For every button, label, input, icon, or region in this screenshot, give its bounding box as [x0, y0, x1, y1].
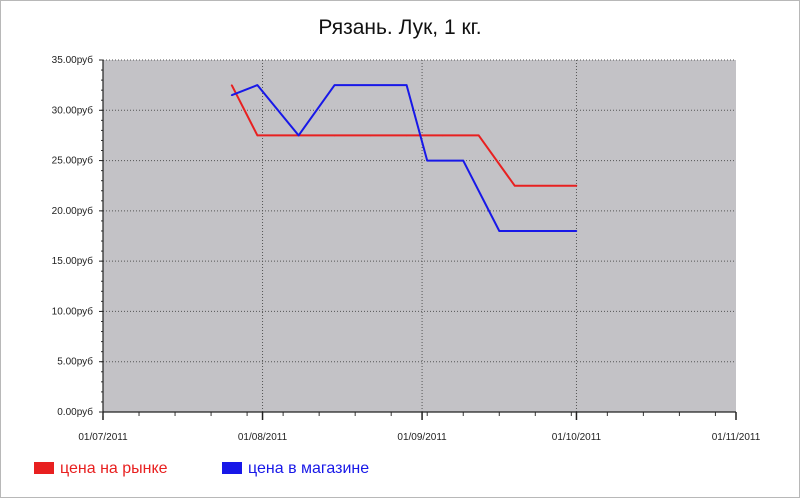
y-tick-label: 5.00руб: [57, 356, 93, 368]
y-tick-label: 15.00руб: [52, 255, 94, 267]
x-tick-label: 01/11/2011: [712, 432, 761, 443]
y-tick-label: 35.00руб: [52, 54, 94, 66]
grid-lines: [103, 59, 736, 412]
data-point: [333, 84, 336, 86]
data-point: [369, 134, 372, 137]
data-point: [441, 134, 444, 137]
legend-swatch: [34, 462, 54, 474]
data-point: [230, 84, 233, 86]
data-point: [230, 94, 233, 96]
y-tick-label: 30.00руб: [52, 104, 94, 116]
data-point: [369, 84, 372, 86]
data-point: [498, 230, 501, 232]
data-point: [405, 84, 408, 86]
legend: цена на рынке цена в магазине: [34, 460, 369, 477]
x-tick-label: 01/08/2011: [238, 432, 288, 443]
legend-swatch: [222, 462, 242, 474]
data-point: [477, 134, 480, 137]
data-point: [534, 230, 537, 232]
data-point: [575, 184, 578, 187]
x-tick-label: 01/09/2011: [397, 432, 447, 443]
x-tick-label: 01/10/2011: [552, 432, 602, 443]
series-lines: [230, 84, 578, 232]
chart-title: Рязань. Лук, 1 кг.: [318, 16, 481, 39]
legend-label: цена в магазине: [248, 460, 369, 477]
y-axis-ticks: 0.00руб 5.00руб 10.00руб 15.00руб 20.00руб 25…: [52, 54, 94, 418]
y-tick-label: 20.00руб: [52, 205, 94, 217]
data-point: [549, 184, 552, 187]
x-tick-label: 01/07/2011: [78, 432, 128, 443]
data-point: [462, 159, 465, 162]
data-point: [513, 184, 516, 187]
x-axis-ticks: 01/07/2011 01/08/2011 01/09/2011 01/10/2011…: [78, 432, 760, 443]
data-point: [333, 134, 336, 137]
data-point: [297, 134, 300, 137]
data-point: [426, 159, 429, 162]
data-point: [256, 134, 259, 137]
y-tick-label: 0.00руб: [57, 406, 93, 418]
y-tick-label: 25.00руб: [52, 155, 94, 167]
data-point: [256, 84, 259, 86]
y-tick-label: 10.00руб: [52, 305, 94, 317]
data-point: [405, 134, 408, 137]
data-point: [575, 230, 578, 232]
plot-area: [103, 60, 736, 412]
axes: [99, 59, 737, 420]
legend-label: цена на рынке: [60, 460, 168, 477]
